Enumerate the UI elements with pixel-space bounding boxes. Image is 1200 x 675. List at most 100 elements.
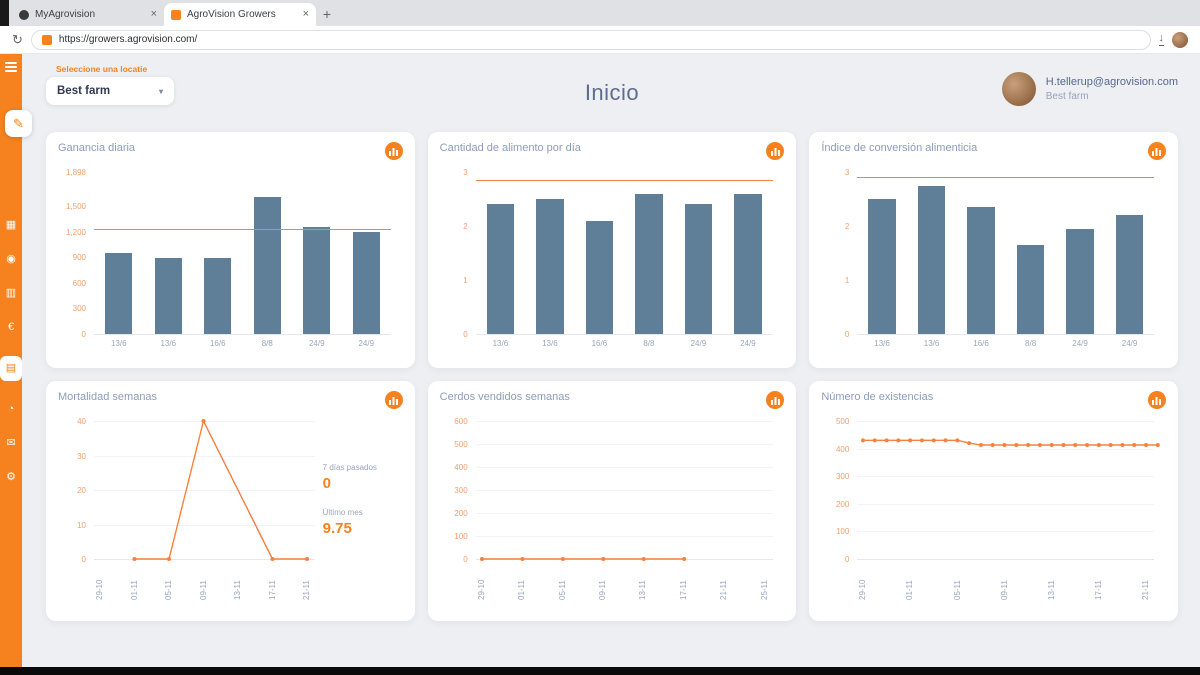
data-point[interactable] xyxy=(991,443,996,448)
browser-tab-myagrovision[interactable]: MyAgrovision × xyxy=(12,3,164,26)
bar[interactable] xyxy=(486,204,514,334)
sidebar-item-finance[interactable]: € xyxy=(7,321,15,333)
sidebar-item-settings[interactable]: ⚙ xyxy=(6,471,16,483)
data-point[interactable] xyxy=(1097,443,1102,448)
x-tick-label: 8/8 xyxy=(261,339,273,348)
data-point[interactable] xyxy=(1014,443,1019,448)
bar[interactable] xyxy=(1066,228,1094,334)
data-point[interactable] xyxy=(520,557,525,561)
data-point[interactable] xyxy=(1108,443,1113,448)
data-point[interactable] xyxy=(979,443,984,448)
data-point[interactable] xyxy=(1156,443,1161,448)
menu-icon[interactable] xyxy=(5,62,17,72)
bar[interactable] xyxy=(1016,244,1045,334)
bar[interactable] xyxy=(536,199,564,334)
data-point[interactable] xyxy=(932,438,937,443)
data-point[interactable] xyxy=(1085,443,1090,448)
bar[interactable] xyxy=(105,252,133,334)
tab-close-icon[interactable]: × xyxy=(150,8,157,20)
bar-chart-icon[interactable] xyxy=(766,391,785,409)
sidebar-item-messages[interactable]: ✉ xyxy=(6,437,16,449)
data-point[interactable] xyxy=(967,441,972,446)
data-point[interactable] xyxy=(1026,443,1031,448)
new-tab-button[interactable]: + xyxy=(322,6,332,22)
data-point[interactable] xyxy=(167,557,171,561)
sidebar-item-analysis[interactable]: ◔ xyxy=(7,403,15,415)
url-bar[interactable]: https://growers.agrovision.com/ xyxy=(30,29,1151,50)
x-tick-label: 24/9 xyxy=(358,339,375,348)
gridline xyxy=(857,503,1155,505)
location-selector-group: Seleccione una locatie Best farm ▾ xyxy=(46,64,1178,105)
sidebar-item-reports[interactable]: ▤ xyxy=(0,356,22,381)
bar[interactable] xyxy=(734,193,762,334)
browser-profile-avatar[interactable] xyxy=(1172,31,1188,48)
edit-badge[interactable]: ✎ xyxy=(5,110,32,137)
data-point[interactable] xyxy=(201,419,206,423)
data-point[interactable] xyxy=(884,438,889,443)
data-point[interactable] xyxy=(1061,443,1066,448)
data-point[interactable] xyxy=(1049,443,1054,448)
pencil-icon: ✎ xyxy=(13,115,24,131)
x-tick-label: 24/9 xyxy=(1121,339,1138,348)
x-axis-line xyxy=(857,559,1155,560)
chart-title: Mortalidad semanas xyxy=(58,391,158,403)
bar[interactable] xyxy=(1115,215,1144,334)
bar[interactable] xyxy=(154,258,182,334)
y-tick-label: 100 xyxy=(454,532,468,541)
bar[interactable] xyxy=(868,199,896,334)
bar[interactable] xyxy=(204,258,232,334)
bar[interactable] xyxy=(635,193,663,334)
data-point[interactable] xyxy=(479,557,484,561)
y-tick-label: 40 xyxy=(77,417,86,426)
data-point[interactable] xyxy=(600,557,605,561)
data-point[interactable] xyxy=(1073,443,1078,448)
data-point[interactable] xyxy=(270,557,275,561)
data-point[interactable] xyxy=(681,557,686,561)
data-point[interactable] xyxy=(873,438,878,443)
bar-chart-icon[interactable] xyxy=(1147,142,1166,160)
browser-tab-agrovision-growers[interactable]: AgroVision Growers × xyxy=(164,3,316,26)
data-point[interactable] xyxy=(560,557,565,561)
data-point[interactable] xyxy=(955,438,960,443)
bar[interactable] xyxy=(585,220,613,334)
sidebar-item-animals[interactable]: ◉ xyxy=(6,253,16,265)
bar-chart-icon[interactable] xyxy=(1147,391,1166,409)
sidebar-item-dashboard[interactable]: ▦ xyxy=(5,219,17,231)
data-point[interactable] xyxy=(908,438,913,443)
data-point[interactable] xyxy=(920,438,925,443)
reload-icon[interactable]: ↻ xyxy=(12,32,23,47)
data-point[interactable] xyxy=(943,438,948,443)
data-point[interactable] xyxy=(861,438,866,443)
data-point[interactable] xyxy=(641,557,646,561)
tab-close-icon[interactable]: × xyxy=(302,8,309,20)
chart-canvas: 0 100 200 300 400 500 29-10 01-11 05-11 09-11 13-1… xyxy=(821,413,1166,603)
bar-chart-icon[interactable] xyxy=(766,142,785,160)
bar[interactable] xyxy=(253,197,281,334)
location-select[interactable]: Best farm ▾ xyxy=(46,77,174,105)
bar-chart-icon[interactable] xyxy=(384,142,403,160)
bar[interactable] xyxy=(303,227,331,334)
data-point[interactable] xyxy=(305,557,309,561)
gridline xyxy=(475,421,773,422)
y-tick-label: 3 xyxy=(844,168,850,177)
bar-chart-icon[interactable] xyxy=(384,391,403,409)
data-point[interactable] xyxy=(1132,443,1137,448)
download-icon[interactable]: ↓ xyxy=(1158,32,1164,46)
data-point[interactable] xyxy=(1120,443,1125,448)
stat-value: 0 xyxy=(322,475,331,492)
location-label: Seleccione una locatie xyxy=(56,64,148,74)
data-point[interactable] xyxy=(1038,443,1043,448)
data-point[interactable] xyxy=(1144,443,1149,448)
bar[interactable] xyxy=(352,232,380,334)
bar[interactable] xyxy=(917,185,946,334)
data-point[interactable] xyxy=(132,557,137,561)
data-point[interactable] xyxy=(896,438,901,443)
card-cantidad-alimento: Cantidad de alimento por día 0 1 2 3 13/6 13/… xyxy=(427,132,797,368)
data-point[interactable] xyxy=(1002,443,1007,448)
sidebar-item-feed[interactable]: ▥ xyxy=(5,287,17,299)
bar[interactable] xyxy=(967,207,995,334)
bar[interactable] xyxy=(684,204,712,334)
chevron-down-icon: ▾ xyxy=(158,86,163,96)
user-profile[interactable]: H.tellerup@agrovision.com Best farm xyxy=(1001,72,1178,106)
stat-label: Último mes xyxy=(322,508,363,517)
